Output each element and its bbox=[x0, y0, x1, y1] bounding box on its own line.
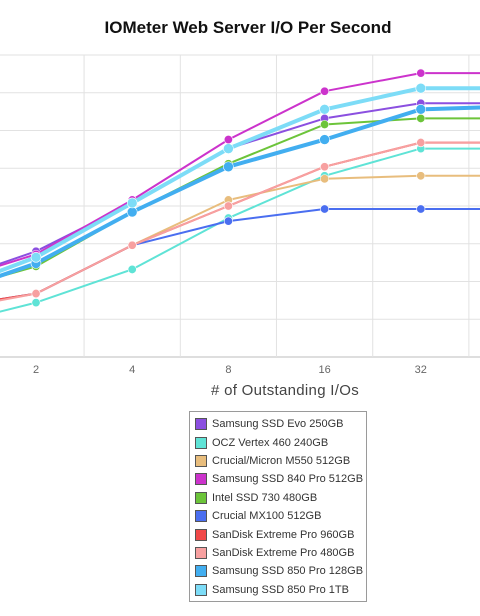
line-chart: 2 4 8 16 32 bbox=[0, 54, 480, 376]
data-point bbox=[126, 197, 138, 209]
x-tick-label: 16 bbox=[318, 364, 330, 376]
legend-label: Intel SSD 730 480GB bbox=[212, 491, 318, 504]
data-point bbox=[416, 113, 426, 123]
legend-label: Samsung SSD 850 Pro 128GB bbox=[212, 565, 364, 578]
legend-swatch bbox=[195, 583, 207, 596]
legend-entry: Crucial/Micron M550 512GB bbox=[190, 452, 366, 470]
data-point bbox=[30, 252, 42, 263]
data-point bbox=[415, 82, 427, 94]
data-point bbox=[31, 298, 41, 308]
x-tick-label: 8 bbox=[225, 364, 231, 376]
data-point bbox=[416, 68, 426, 78]
data-point bbox=[320, 162, 330, 172]
legend-label: Samsung SSD Evo 250GB bbox=[212, 418, 344, 431]
legend-label: Crucial/Micron M550 512GB bbox=[212, 454, 351, 467]
series-line bbox=[0, 141, 480, 301]
x-axis-label: # of Outstanding I/Os bbox=[210, 382, 360, 399]
chart-title: IOMeter Web Server I/O Per Second bbox=[104, 18, 392, 37]
data-point bbox=[320, 204, 330, 214]
data-point bbox=[319, 134, 330, 145]
legend-swatch bbox=[195, 418, 207, 431]
legend-label: Crucial MX100 512GB bbox=[212, 510, 322, 523]
data-point bbox=[416, 204, 426, 214]
series-lines bbox=[0, 68, 480, 313]
legend-label: Samsung SSD 840 Pro 512GB bbox=[212, 473, 364, 486]
legend-entry: SanDisk Extreme Pro 960GB bbox=[190, 525, 366, 543]
legend-label: SanDisk Extreme Pro 960GB bbox=[212, 528, 355, 541]
legend-entry: Crucial MX100 512GB bbox=[190, 507, 366, 525]
data-point bbox=[320, 86, 330, 96]
data-point bbox=[126, 206, 138, 218]
legend-entry: OCZ Vertex 460 240GB bbox=[190, 433, 366, 451]
data-point bbox=[223, 161, 234, 173]
legend-swatch bbox=[195, 436, 207, 449]
legend-swatch bbox=[195, 510, 207, 523]
legend-entry: Samsung SSD 850 Pro 128GB bbox=[190, 562, 366, 580]
series-line bbox=[0, 208, 480, 301]
data-point bbox=[127, 240, 137, 250]
data-point bbox=[415, 104, 427, 115]
legend-entry: Intel SSD 730 480GB bbox=[190, 489, 366, 507]
legend-entry: SanDisk Extreme Pro 480GB bbox=[190, 544, 366, 562]
data-point bbox=[320, 174, 330, 184]
data-point bbox=[319, 104, 330, 115]
data-point bbox=[223, 135, 233, 145]
legend-swatch bbox=[195, 491, 207, 504]
x-tick-label: 4 bbox=[129, 364, 135, 376]
legend-swatch bbox=[195, 454, 207, 467]
legend-swatch bbox=[195, 528, 207, 541]
legend-label: SanDisk Extreme Pro 480GB bbox=[212, 546, 355, 559]
data-point bbox=[127, 264, 137, 274]
legend-entry: Samsung SSD 840 Pro 512GB bbox=[190, 470, 366, 488]
grid-lines bbox=[0, 54, 480, 358]
legend-label: OCZ Vertex 460 240GB bbox=[212, 436, 329, 449]
legend-swatch bbox=[195, 565, 207, 578]
legend-swatch bbox=[195, 473, 207, 486]
data-point bbox=[320, 119, 330, 129]
data-point bbox=[31, 289, 41, 299]
x-tick-labels: 2 4 8 16 32 bbox=[33, 364, 427, 376]
legend-swatch bbox=[195, 546, 207, 559]
x-tick-label: 32 bbox=[415, 364, 427, 376]
data-point bbox=[416, 138, 426, 148]
legend: Samsung SSD Evo 250GB OCZ Vertex 460 240G… bbox=[189, 411, 367, 602]
legend-label: Samsung SSD 850 Pro 1TB bbox=[212, 583, 349, 596]
data-point bbox=[416, 171, 426, 181]
data-point bbox=[223, 216, 233, 226]
x-tick-label: 2 bbox=[33, 364, 39, 376]
legend-entry: Samsung SSD 850 Pro 1TB bbox=[190, 581, 366, 599]
data-point bbox=[223, 143, 234, 154]
data-point bbox=[223, 201, 233, 211]
legend-entry: Samsung SSD Evo 250GB bbox=[190, 415, 366, 433]
